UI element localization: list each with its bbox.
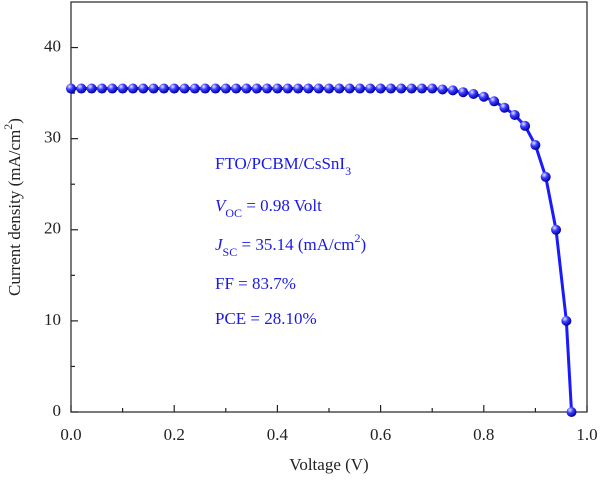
y-tick-label: 30 xyxy=(44,128,61,147)
y-tick-label: 10 xyxy=(44,310,61,329)
data-point xyxy=(127,83,138,94)
data-point xyxy=(427,83,438,94)
data-point xyxy=(406,83,417,94)
x-tick-label: 1.0 xyxy=(576,425,597,444)
data-point xyxy=(200,83,211,94)
data-point xyxy=(210,83,221,94)
data-point xyxy=(566,407,577,417)
text-part: V xyxy=(215,196,228,215)
plot-frame xyxy=(70,1,588,413)
y-tick-label: 40 xyxy=(44,36,61,55)
text-part: = 0.98 Volt xyxy=(242,196,322,215)
data-point xyxy=(86,83,97,94)
data-point xyxy=(251,83,262,94)
data-point xyxy=(509,109,520,120)
x-tick-label: 0.4 xyxy=(267,425,289,444)
data-point xyxy=(540,171,551,182)
data-point xyxy=(396,83,407,94)
text-part: 2 xyxy=(1,124,15,130)
data-point xyxy=(334,83,345,94)
text-part: FF = 83.7% xyxy=(215,274,296,293)
y-tick-label: 0 xyxy=(53,401,62,420)
data-point xyxy=(241,83,252,94)
data-point xyxy=(489,96,500,107)
data-point xyxy=(107,83,118,94)
x-axis-label: Voltage (V) xyxy=(289,455,368,474)
data-point xyxy=(66,83,76,94)
text-part: SC xyxy=(223,245,238,259)
text-part: 3 xyxy=(345,164,351,178)
data-point xyxy=(447,85,458,96)
data-point xyxy=(231,83,242,94)
text-part: = 35.14 (mA/cm xyxy=(237,235,354,254)
text-part: ) xyxy=(360,235,366,254)
data-point xyxy=(138,83,149,94)
data-point xyxy=(148,83,159,94)
data-point xyxy=(499,102,510,113)
annotation: VOC = 0.98 Volt xyxy=(215,196,322,220)
text-part: ) xyxy=(5,118,24,124)
text-part: Current density (mA/cm xyxy=(5,130,24,296)
text-part: 2 xyxy=(354,231,360,245)
data-point xyxy=(96,83,107,94)
data-point xyxy=(282,83,293,94)
data-point xyxy=(520,120,531,131)
data-point xyxy=(313,83,324,94)
data-point xyxy=(385,83,396,94)
data-point xyxy=(76,83,87,94)
y-axis-label: Current density (mA/cm2) xyxy=(1,118,24,296)
annotation: FF = 83.7% xyxy=(215,274,296,293)
data-point xyxy=(458,87,469,98)
data-point xyxy=(437,84,448,95)
data-point xyxy=(468,89,479,100)
data-point xyxy=(365,83,376,94)
data-point xyxy=(324,83,334,94)
text-part: OC xyxy=(225,206,242,220)
annotation: PCE = 28.10% xyxy=(215,309,317,328)
data-point xyxy=(478,91,489,102)
text-part: PCE = 28.10% xyxy=(215,309,317,328)
data-point xyxy=(375,83,386,94)
data-point xyxy=(416,83,427,94)
text-part: Voltage (V) xyxy=(289,455,368,474)
annotation: JSC = 35.14 (mA/cm2) xyxy=(215,231,366,259)
data-point xyxy=(551,224,562,235)
data-point xyxy=(169,83,180,94)
data-point xyxy=(272,83,283,94)
data-point xyxy=(303,83,314,94)
data-point xyxy=(354,83,365,94)
data-point xyxy=(220,83,231,94)
x-tick-label: 0.6 xyxy=(370,425,391,444)
data-point xyxy=(262,83,273,94)
text-part: FTO/PCBM/CsSnI xyxy=(215,154,345,173)
data-point xyxy=(189,83,200,94)
annotation: FTO/PCBM/CsSnI3 xyxy=(215,154,351,178)
data-point xyxy=(158,83,169,94)
x-tick-label: 0.0 xyxy=(60,425,81,444)
y-tick-label: 20 xyxy=(44,219,61,238)
data-point xyxy=(293,83,304,94)
x-tick-label: 0.2 xyxy=(164,425,185,444)
data-point xyxy=(561,315,572,326)
data-point xyxy=(344,83,355,94)
data-point xyxy=(179,83,190,94)
data-point xyxy=(530,140,541,151)
text-part: J xyxy=(215,235,224,254)
x-tick-label: 0.8 xyxy=(473,425,494,444)
data-point xyxy=(117,83,128,94)
